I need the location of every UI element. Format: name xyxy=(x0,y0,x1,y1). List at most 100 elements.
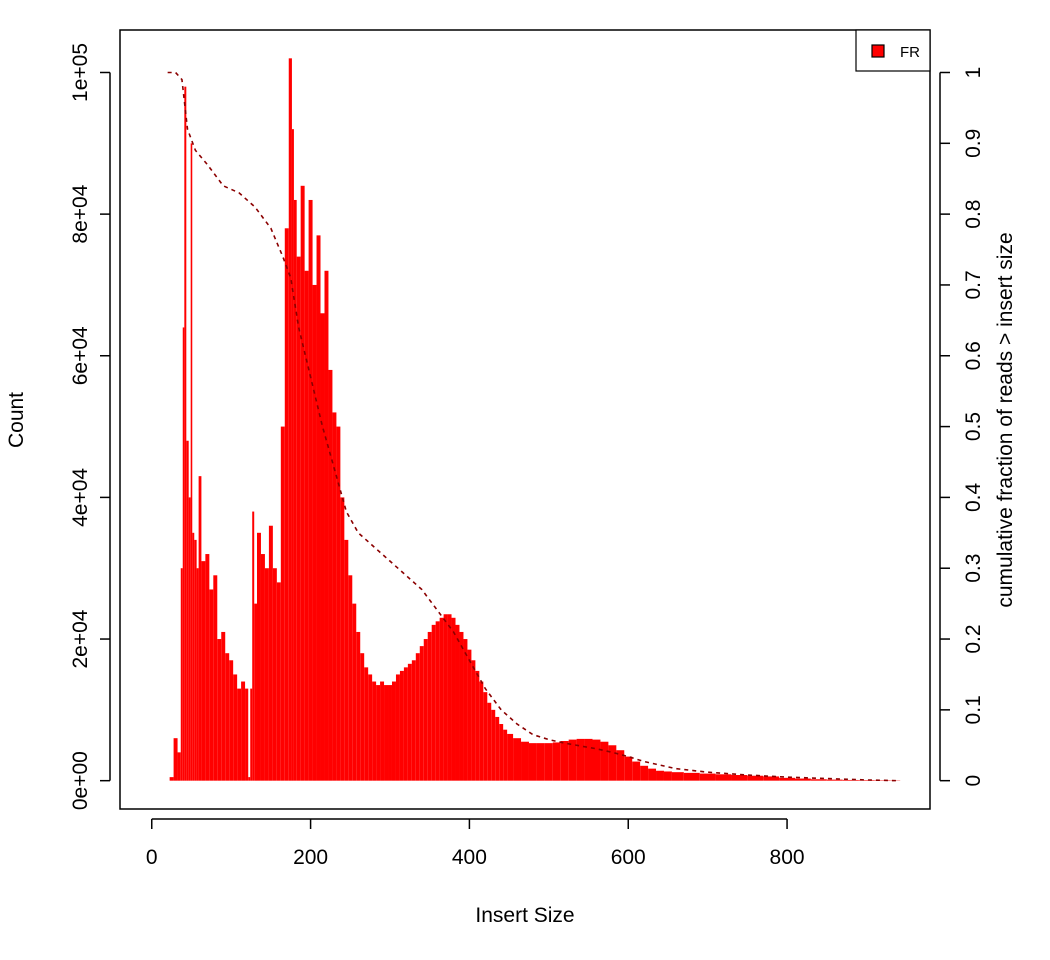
bar xyxy=(196,568,199,781)
bar xyxy=(304,270,309,781)
bar xyxy=(467,649,472,781)
bar xyxy=(260,554,265,781)
bar xyxy=(254,603,257,781)
bar xyxy=(826,779,843,781)
x-axis: 0 200 400 600 800 xyxy=(146,818,805,869)
bar xyxy=(624,756,633,781)
y-tick-label: 8e+04 xyxy=(69,184,92,243)
bar xyxy=(264,568,269,781)
y2-tick-label: 0.6 xyxy=(962,341,985,370)
bar xyxy=(276,582,281,781)
legend-label: FR xyxy=(900,44,920,61)
bar xyxy=(272,568,277,781)
y2-tick-label: 0.2 xyxy=(962,624,985,653)
bar xyxy=(584,738,593,781)
bar xyxy=(256,532,261,781)
bar xyxy=(332,412,337,781)
x-tick-label: 800 xyxy=(770,846,805,869)
bar xyxy=(487,702,492,781)
bar xyxy=(779,777,795,781)
y2-tick-label: 0 xyxy=(962,775,985,787)
bar xyxy=(795,778,811,781)
bar xyxy=(300,185,305,781)
bar xyxy=(463,639,468,781)
bar xyxy=(248,777,251,781)
legend-box xyxy=(855,29,931,72)
bar xyxy=(388,685,392,781)
bar xyxy=(194,539,197,781)
bar xyxy=(483,692,488,781)
bar xyxy=(858,780,875,781)
bar xyxy=(250,688,253,781)
bar xyxy=(513,738,522,781)
bar xyxy=(528,743,537,781)
x-tick-label: 600 xyxy=(611,846,646,869)
bar xyxy=(600,741,609,781)
x-tick-label: 200 xyxy=(293,846,328,869)
bar xyxy=(648,768,657,781)
bar xyxy=(503,729,508,781)
bar xyxy=(241,681,246,781)
bar xyxy=(455,624,460,781)
bar xyxy=(192,532,195,781)
bar xyxy=(459,631,464,781)
bar xyxy=(190,143,193,781)
bar xyxy=(699,773,716,781)
y2-tick-label: 0.3 xyxy=(962,554,985,583)
bar xyxy=(576,738,585,781)
bar xyxy=(368,674,373,781)
bar xyxy=(252,511,255,781)
bar xyxy=(169,777,174,781)
y2-axis-title: cumulative fraction of reads > insert si… xyxy=(994,232,1017,607)
bar xyxy=(360,653,365,781)
bar xyxy=(423,639,428,781)
bar xyxy=(356,631,361,781)
bar xyxy=(293,199,297,781)
bar xyxy=(221,631,226,781)
y2-tick-label: 1 xyxy=(962,67,985,79)
bar xyxy=(344,539,349,781)
bar xyxy=(180,568,183,781)
y2-tick-label: 0.5 xyxy=(962,412,985,441)
bar xyxy=(384,685,389,781)
bar xyxy=(747,775,764,781)
y-axis-right: 0 0.1 0.2 0.3 0.4 0.5 0.6 0.7 0.8 0.9 1 xyxy=(939,67,985,787)
bar xyxy=(391,681,396,781)
bar xyxy=(495,716,500,781)
y-tick-label: 2e+04 xyxy=(69,609,92,668)
bar xyxy=(395,674,400,781)
bar xyxy=(507,733,514,781)
bar xyxy=(536,743,545,781)
bar xyxy=(427,631,432,781)
bar xyxy=(842,779,859,781)
bar xyxy=(182,327,185,781)
bar xyxy=(715,774,732,781)
bar xyxy=(380,681,385,781)
bar xyxy=(663,771,672,781)
bar xyxy=(479,681,484,781)
bar xyxy=(411,660,416,781)
bar xyxy=(237,688,242,781)
legend-swatch xyxy=(871,44,885,58)
bar xyxy=(177,752,181,781)
bar xyxy=(188,497,191,781)
bar xyxy=(683,772,700,781)
bar xyxy=(568,739,577,781)
bar xyxy=(560,741,569,781)
y2-tick-label: 0.1 xyxy=(962,695,985,724)
bar xyxy=(316,235,321,781)
bar xyxy=(288,58,292,781)
bar xyxy=(491,709,496,781)
bar xyxy=(810,779,827,781)
bar xyxy=(592,739,601,781)
y2-tick-label: 0.4 xyxy=(962,482,985,512)
y-axis-title: Count xyxy=(5,392,28,448)
bar xyxy=(201,561,206,781)
bar xyxy=(407,663,412,781)
bar xyxy=(763,776,780,781)
bar xyxy=(372,681,377,781)
bar xyxy=(521,741,529,781)
x-tick-label: 400 xyxy=(452,846,487,869)
bar xyxy=(616,750,625,781)
y-axis-left: 0e+00 2e+04 4e+04 6e+04 8e+04 1e+05 xyxy=(69,43,111,810)
